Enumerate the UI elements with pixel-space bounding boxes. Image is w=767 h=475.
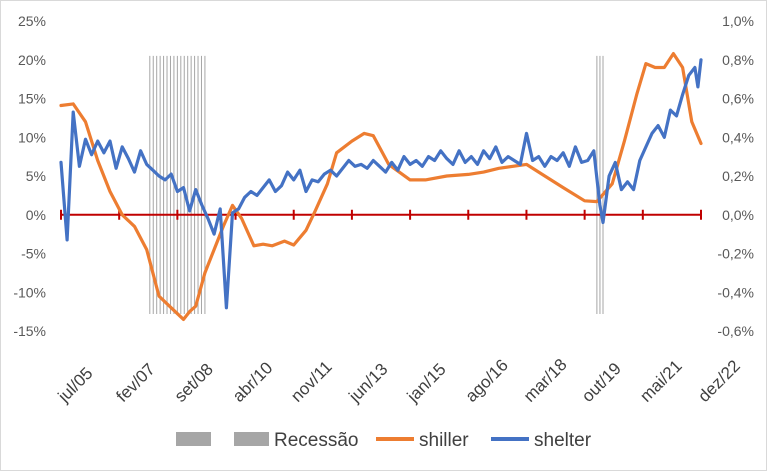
left-tick-label: -10% — [13, 284, 46, 300]
left-tick-label: 15% — [18, 91, 46, 107]
legend-label-shiller: shiller — [419, 430, 469, 451]
legend-recession-swatch — [176, 432, 211, 446]
x-tick-label: dez/22 — [694, 356, 744, 406]
legend-label-recessao: Recessão — [274, 430, 359, 451]
x-tick-label: jun/13 — [345, 360, 392, 407]
x-tick-label: jan/15 — [403, 360, 450, 407]
x-tick-label: ago/16 — [462, 356, 512, 406]
right-tick-label: 0,0% — [722, 207, 754, 223]
right-tick-label: 0,4% — [722, 129, 754, 145]
right-tick-label: -0,4% — [717, 284, 754, 300]
left-tick-label: -5% — [21, 246, 46, 262]
series-lines — [59, 52, 703, 321]
x-axis-labels: jul/05 fev/07 set/08 abr/10 nov/11 jun/13 jan/… — [54, 355, 744, 407]
x-tick-label: nov/11 — [287, 357, 336, 406]
zero-line — [60, 209, 702, 220]
recession-bands — [149, 55, 604, 314]
right-axis: -0,6% -0,4% -0,2% 0,0% 0,2% 0,4% 0,6% 0,8% 1,0% — [717, 13, 754, 339]
right-tick-label: 0,8% — [722, 52, 754, 68]
series-shiller-line — [59, 52, 703, 321]
right-tick-label: 1,0% — [722, 13, 754, 29]
left-tick-label: 20% — [18, 52, 46, 68]
x-tick-label: out/19 — [578, 359, 625, 406]
right-tick-label: 0,2% — [722, 168, 754, 184]
legend: Recessão shiller shelter — [176, 430, 592, 451]
left-tick-label: 0% — [26, 207, 46, 223]
left-tick-label: 10% — [18, 129, 46, 145]
right-tick-label: -0,6% — [717, 323, 754, 339]
legend-label-shelter: shelter — [534, 430, 592, 451]
left-axis: -15% -10% -5% 0% 5% 10% 15% 20% 25% — [13, 13, 46, 339]
left-tick-label: 25% — [18, 13, 46, 29]
x-tick-label: set/08 — [171, 360, 217, 406]
right-tick-label: -0,2% — [717, 246, 754, 262]
x-tick-label: mai/21 — [636, 356, 686, 406]
x-tick-label: abr/10 — [229, 358, 277, 406]
legend-recession-swatch — [234, 432, 269, 446]
x-tick-label: mar/18 — [520, 355, 571, 406]
right-tick-label: 0,6% — [722, 91, 754, 107]
series-shelter-line — [59, 58, 703, 310]
left-tick-label: 5% — [26, 168, 46, 184]
x-tick-label: fev/07 — [113, 360, 159, 406]
x-tick-label: jul/05 — [54, 364, 97, 407]
left-tick-label: -15% — [13, 323, 46, 339]
